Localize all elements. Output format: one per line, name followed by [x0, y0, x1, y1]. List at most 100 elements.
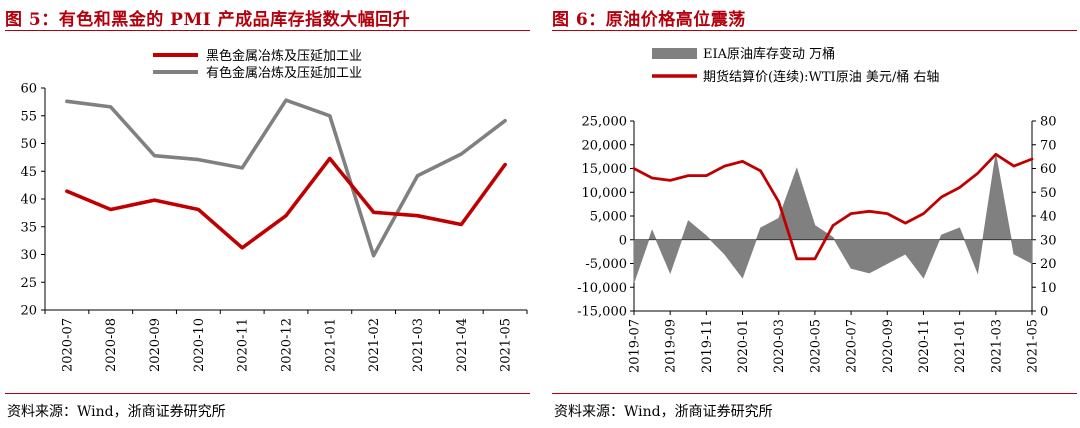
x-tick-label: 2020-11 — [917, 319, 932, 373]
title-rule-left — [5, 30, 530, 31]
x-tick-label: 2021-03 — [989, 319, 1004, 373]
y-tick-label: 35 — [20, 220, 37, 235]
y-right-tick-label: 80 — [1040, 115, 1057, 130]
y-tick-label: 40 — [20, 193, 37, 208]
y-right-tick-label: 10 — [1040, 281, 1057, 296]
y-left-tick-label: 15,000 — [582, 162, 628, 177]
x-tick-label: 2021-05 — [1026, 319, 1041, 373]
wti-data-point — [741, 160, 744, 163]
y-left-tick-label: -10,000 — [577, 281, 627, 296]
y-left-tick-label: 10,000 — [582, 186, 628, 201]
wti-data-point — [831, 224, 835, 227]
y-tick-label: 30 — [20, 248, 37, 263]
data-point — [240, 246, 244, 250]
wti-data-point — [940, 195, 943, 199]
title-rule-right — [552, 30, 1077, 31]
wti-data-point — [777, 200, 780, 203]
data-point — [503, 163, 507, 167]
source-note-left: 资料来源：Wind，浙商证券研究所 — [7, 404, 226, 420]
wti-data-point — [904, 221, 907, 225]
legend-label-area: EIA原油库存变动 万桶 — [703, 46, 835, 62]
x-tick-label: 2021-03 — [411, 318, 426, 372]
x-tick-label: 2020-07 — [60, 318, 75, 372]
data-point — [415, 214, 419, 218]
y-left-tick-label: 20,000 — [582, 138, 628, 153]
panel-left-chart: 图 5：有色和黑金的 PMI 产成品库存指数大幅回升 20 25 30 35 40 45 5… — [5, 0, 530, 428]
chart-title-left: 图 5：有色和黑金的 PMI 产成品库存指数大幅回升 — [5, 10, 411, 30]
x-tick-label: 2019-11 — [700, 319, 715, 373]
panel-right-chart: 图 6：原油价格高位震荡 -15,000 -10,000 -5,000 0 5,000 1… — [552, 0, 1077, 428]
x-tick-label: 2020-07 — [845, 319, 860, 373]
wti-data-point — [1030, 157, 1034, 161]
data-point — [109, 208, 113, 212]
data-point — [196, 208, 200, 212]
wti-data-point — [795, 257, 799, 260]
data-point — [328, 156, 332, 160]
source-rule-right — [552, 393, 1077, 394]
source-note-right: 资料来源：Wind，浙商证券研究所 — [554, 404, 773, 420]
data-point — [459, 152, 463, 156]
y-tick-label: 45 — [20, 165, 37, 180]
y-left-tick-label: 25,000 — [582, 115, 628, 130]
legend-label: 有色金属冶炼及压延加工业 — [206, 65, 362, 81]
x-tick-label: 2021-04 — [455, 318, 470, 372]
wti-data-point — [632, 167, 636, 170]
x-tick-label: 2020-05 — [808, 319, 823, 373]
data-point — [196, 158, 200, 162]
y-right-tick-label: 20 — [1040, 257, 1057, 272]
x-tick-label: 2019-07 — [628, 319, 643, 373]
wti-data-point — [958, 186, 961, 189]
y-tick-label: 55 — [20, 109, 37, 124]
data-point — [65, 189, 69, 193]
wti-data-point — [687, 174, 690, 177]
wti-data-point — [813, 257, 817, 260]
data-point — [328, 114, 332, 118]
chart-title-right: 图 6：原油价格高位震荡 — [552, 10, 746, 30]
y-tick-label: 25 — [20, 276, 37, 291]
y-tick-label: 60 — [20, 82, 37, 97]
wti-data-point — [723, 164, 726, 168]
y-tick-label: 50 — [20, 137, 37, 152]
data-point — [153, 154, 157, 158]
wti-data-point — [922, 212, 925, 215]
pmi-inventory-line-chart: 20 25 30 35 40 45 50 55 60 2020-07 2020-08 2020-09 2… — [20, 48, 528, 372]
x-tick-label: 2020-01 — [736, 319, 751, 373]
data-point — [109, 105, 113, 109]
data-point — [459, 223, 463, 227]
wti-data-point — [976, 172, 979, 175]
y-right-tick-label: 0 — [1040, 305, 1048, 320]
y-right-tick-label: 60 — [1040, 162, 1057, 177]
data-point — [65, 99, 69, 103]
x-tick-label: 2020-12 — [280, 318, 295, 372]
data-point — [372, 254, 376, 258]
y-right-tick-label: 30 — [1040, 233, 1057, 248]
wti-data-point — [994, 153, 998, 156]
wti-data-point — [849, 212, 853, 215]
y-left-tick-label: 0 — [619, 233, 627, 248]
wti-data-point — [1012, 164, 1016, 168]
series-line-ferrous — [65, 156, 507, 250]
x-tick-label: 2020-08 — [104, 318, 119, 372]
x-tick-label: 2020-10 — [192, 318, 207, 372]
y-tick-label: 20 — [20, 304, 37, 319]
x-tick-label: 2021-02 — [367, 318, 382, 372]
x-tick-label: 2021-01 — [953, 319, 968, 373]
wti-data-point — [705, 174, 708, 177]
series-line-nonferrous — [65, 98, 507, 258]
data-point — [372, 210, 376, 214]
x-tick-label: 2021-01 — [323, 318, 338, 372]
x-tick-label: 2019-09 — [664, 319, 679, 373]
x-tick-label: 2021-05 — [499, 318, 514, 372]
y-left-tick-label: 5,000 — [590, 210, 627, 225]
wti-data-point — [867, 210, 871, 213]
wti-data-point — [886, 212, 889, 215]
source-rule-left — [5, 393, 530, 394]
x-tick-label: 2020-03 — [772, 319, 787, 373]
wti-data-point — [650, 176, 654, 180]
crude-oil-dual-axis-chart: -15,000 -10,000 -5,000 0 5,000 10,000 15,000 20… — [577, 46, 1057, 373]
legend-swatch-area — [652, 48, 697, 59]
data-point — [284, 214, 288, 218]
data-point — [284, 98, 288, 102]
data-point — [415, 174, 419, 178]
wti-data-point — [759, 169, 762, 173]
